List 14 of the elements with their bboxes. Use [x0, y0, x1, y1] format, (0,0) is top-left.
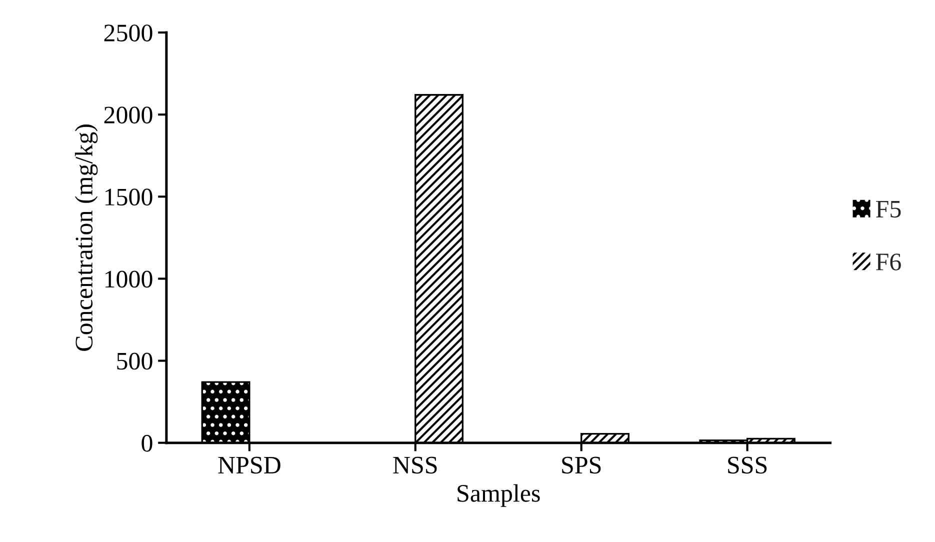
y-axis-title: Concentration (mg/kg) — [74, 124, 98, 351]
y-tick-label: 500 — [117, 352, 152, 370]
x-tick-label: NPSD — [218, 456, 280, 474]
legend-label: F5 — [876, 200, 901, 218]
y-tick-label: 2500 — [104, 24, 152, 42]
y-tick-label: 2000 — [104, 106, 152, 124]
y-tick-label: 1000 — [105, 270, 152, 288]
x-tick-label: NSS — [393, 456, 437, 474]
x-tick-label: SPS — [562, 456, 601, 474]
y-tick-label: 1500 — [105, 188, 152, 206]
legend-label: F6 — [876, 254, 901, 270]
x-axis-title: Samples — [458, 484, 540, 507]
x-tick-label: SSS — [728, 456, 767, 474]
y-tick-label: 0 — [142, 434, 152, 452]
